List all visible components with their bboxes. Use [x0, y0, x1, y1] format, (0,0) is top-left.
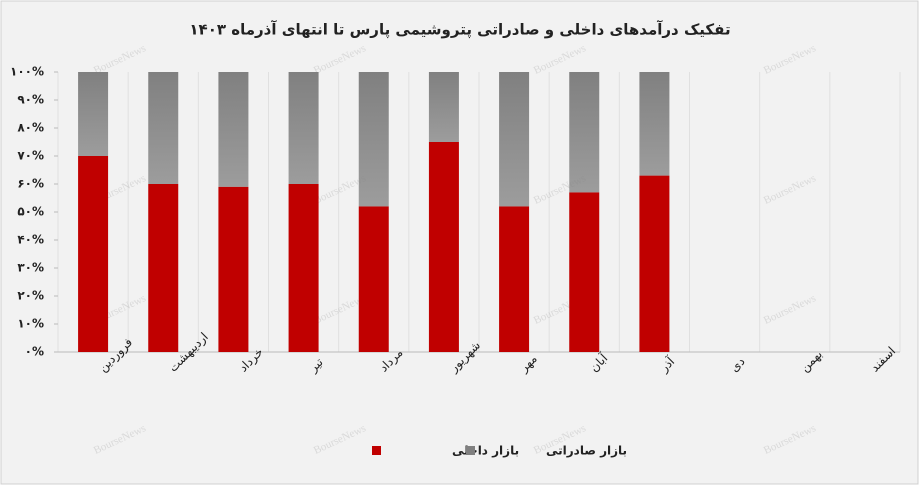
- bar-segment: [499, 206, 530, 352]
- bar-segment: [358, 206, 389, 352]
- bar-segment: [639, 175, 670, 352]
- bar-segment: [639, 72, 670, 176]
- bar-segment: [148, 72, 179, 184]
- bar-segment: [78, 156, 109, 352]
- y-tick-label: ۶۰%: [17, 177, 44, 191]
- legend-label: بازار صادراتی: [546, 444, 627, 458]
- legend-label: بازار داخلی: [452, 444, 519, 458]
- legend-swatch: [466, 446, 475, 455]
- bar-segment: [78, 72, 109, 156]
- y-tick-label: ۹۰%: [17, 93, 44, 107]
- y-tick-label: ۷۰%: [17, 149, 44, 163]
- bar-segment: [218, 186, 249, 352]
- y-tick-label: ۴۰%: [17, 233, 44, 247]
- y-tick-label: ۳۰%: [17, 261, 44, 275]
- bar-segment: [428, 72, 459, 142]
- bar-segment: [148, 184, 179, 352]
- bar-segment: [569, 72, 600, 193]
- bar-segment: [428, 142, 459, 352]
- legend-swatch: [372, 446, 381, 455]
- bar-segment: [288, 72, 319, 184]
- y-tick-label: ۰%: [25, 345, 44, 359]
- y-tick-label: ۲۰%: [17, 289, 44, 303]
- chart-title: تفکیک درآمدهای داخلی و صادراتی پتروشیمی …: [189, 21, 730, 40]
- bar-segment: [499, 72, 530, 207]
- bar-segment: [569, 192, 600, 352]
- bar-segment: [288, 184, 319, 352]
- y-tick-label: ۸۰%: [17, 121, 44, 135]
- y-tick-label: ۱۰۰%: [10, 65, 44, 79]
- bar-segment: [218, 72, 249, 187]
- bar-segment: [358, 72, 389, 207]
- y-tick-label: ۵۰%: [17, 205, 44, 219]
- y-tick-label: ۱۰%: [17, 317, 44, 331]
